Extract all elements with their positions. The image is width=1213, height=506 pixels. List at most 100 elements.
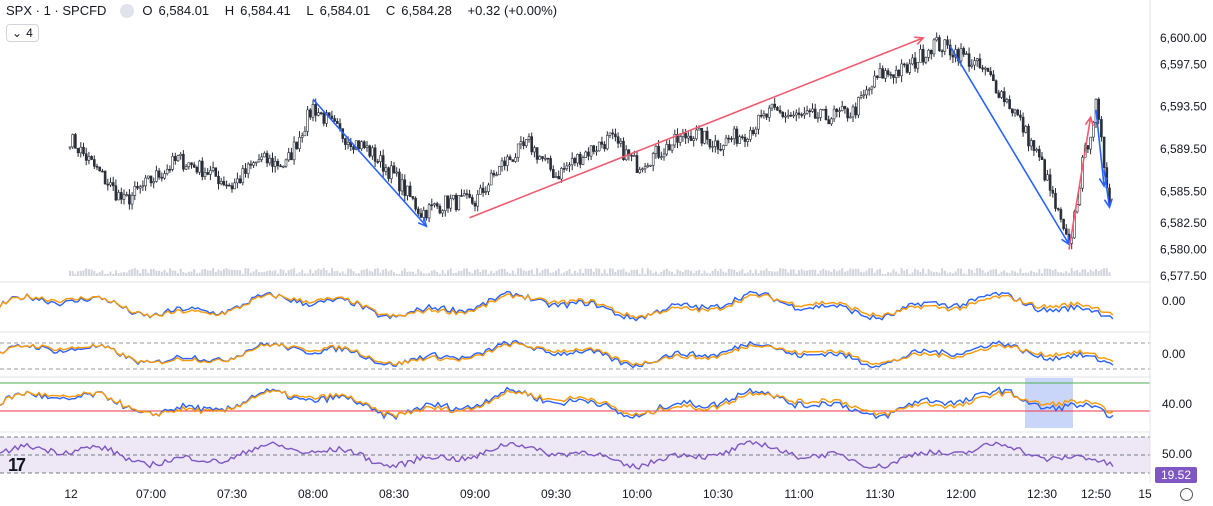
gear-icon[interactable] <box>1180 488 1193 501</box>
candle <box>1000 91 1003 98</box>
volume-bar <box>700 273 703 276</box>
volume-bar <box>684 269 687 276</box>
candle <box>176 155 180 162</box>
volume-bar <box>744 273 746 276</box>
candle <box>865 89 868 96</box>
volume-bar <box>93 270 96 276</box>
candle <box>284 159 288 167</box>
volume-bar <box>873 272 876 276</box>
volume-bar <box>182 271 185 276</box>
volume-bar <box>595 268 598 276</box>
candle <box>722 145 725 151</box>
macd-pane-2[interactable] <box>0 331 1150 370</box>
series-line-secondary <box>0 389 1114 419</box>
candle <box>344 138 347 145</box>
volume-bar <box>606 273 609 276</box>
volume-bar <box>757 273 760 276</box>
candle <box>230 185 234 190</box>
candle <box>986 67 990 72</box>
volume-bar <box>128 269 131 276</box>
candle <box>857 97 860 116</box>
volume-bar <box>762 270 765 276</box>
candle <box>68 146 72 149</box>
candle <box>87 156 91 161</box>
x-tick-label: 12:50 <box>1081 487 1111 501</box>
eye-icon[interactable] <box>120 3 135 18</box>
candle <box>649 164 652 167</box>
candle <box>573 158 577 164</box>
volume-bar <box>835 271 838 276</box>
volume-bar <box>954 271 957 276</box>
volume-bar <box>949 272 952 276</box>
candle <box>730 138 733 140</box>
volume-bar <box>806 270 809 276</box>
rsi-pane[interactable] <box>0 431 1150 474</box>
candle <box>430 204 434 207</box>
candle <box>1100 119 1103 138</box>
candle <box>940 50 944 53</box>
candle <box>935 37 939 41</box>
volume-bar <box>571 273 574 276</box>
volume-bar <box>303 273 306 276</box>
volume-bar <box>825 270 827 276</box>
tradingview-logo-icon[interactable]: 17 <box>8 455 26 475</box>
macd-pane-1[interactable] <box>0 281 1150 322</box>
candle <box>770 103 774 109</box>
candle <box>371 147 374 157</box>
stochastic-pane[interactable] <box>0 376 1150 428</box>
candle <box>870 86 874 90</box>
volume-bar <box>320 269 323 276</box>
volume-bar <box>903 270 906 276</box>
volume-bar <box>1011 270 1014 276</box>
volume-bar <box>630 269 633 276</box>
volume-bar <box>160 271 163 276</box>
candle <box>1002 91 1006 103</box>
candle <box>641 168 644 171</box>
volume-bar <box>633 269 636 276</box>
volume-bar <box>285 273 287 276</box>
volume-bar <box>754 269 757 276</box>
volume-bar <box>960 268 962 276</box>
candle <box>287 152 291 161</box>
candle <box>684 132 687 139</box>
indicators-collapse-button[interactable]: ⌄ 4 <box>6 24 39 42</box>
candle <box>570 158 574 166</box>
volume-bar <box>268 270 271 276</box>
price-pane[interactable] <box>68 32 1113 276</box>
volume-bar <box>706 272 709 276</box>
candle <box>252 162 255 166</box>
candle <box>622 140 625 160</box>
volume-bar <box>317 268 320 276</box>
volume-bar <box>471 273 474 276</box>
volume-bar <box>652 273 655 276</box>
candle <box>711 146 714 148</box>
volume-bar <box>857 268 860 276</box>
volume-bar <box>749 269 752 276</box>
y-tick-label: 6,600.00 <box>1160 31 1207 45</box>
pane-tick-label: 0.00 <box>1162 347 1186 361</box>
volume-bar <box>833 269 836 276</box>
candle <box>74 134 77 149</box>
volume-bar <box>271 271 274 276</box>
candle <box>873 75 876 88</box>
symbol-label[interactable]: SPX · 1 · SPCFD <box>6 3 107 18</box>
volume-bar <box>895 271 898 276</box>
candle <box>117 192 120 201</box>
volume-bar <box>908 273 911 276</box>
candle <box>1021 116 1025 133</box>
volume-bar <box>185 273 188 276</box>
candle <box>1097 98 1100 120</box>
candle <box>689 135 693 141</box>
candle <box>489 172 493 186</box>
candle <box>1027 125 1030 147</box>
candle <box>190 162 193 166</box>
candle <box>878 68 882 78</box>
candle <box>398 171 401 192</box>
candle <box>835 108 839 112</box>
candle <box>460 195 463 197</box>
volume-bar <box>1000 271 1003 276</box>
candle <box>514 157 517 162</box>
candle <box>373 147 377 162</box>
volume-bar <box>538 272 541 276</box>
